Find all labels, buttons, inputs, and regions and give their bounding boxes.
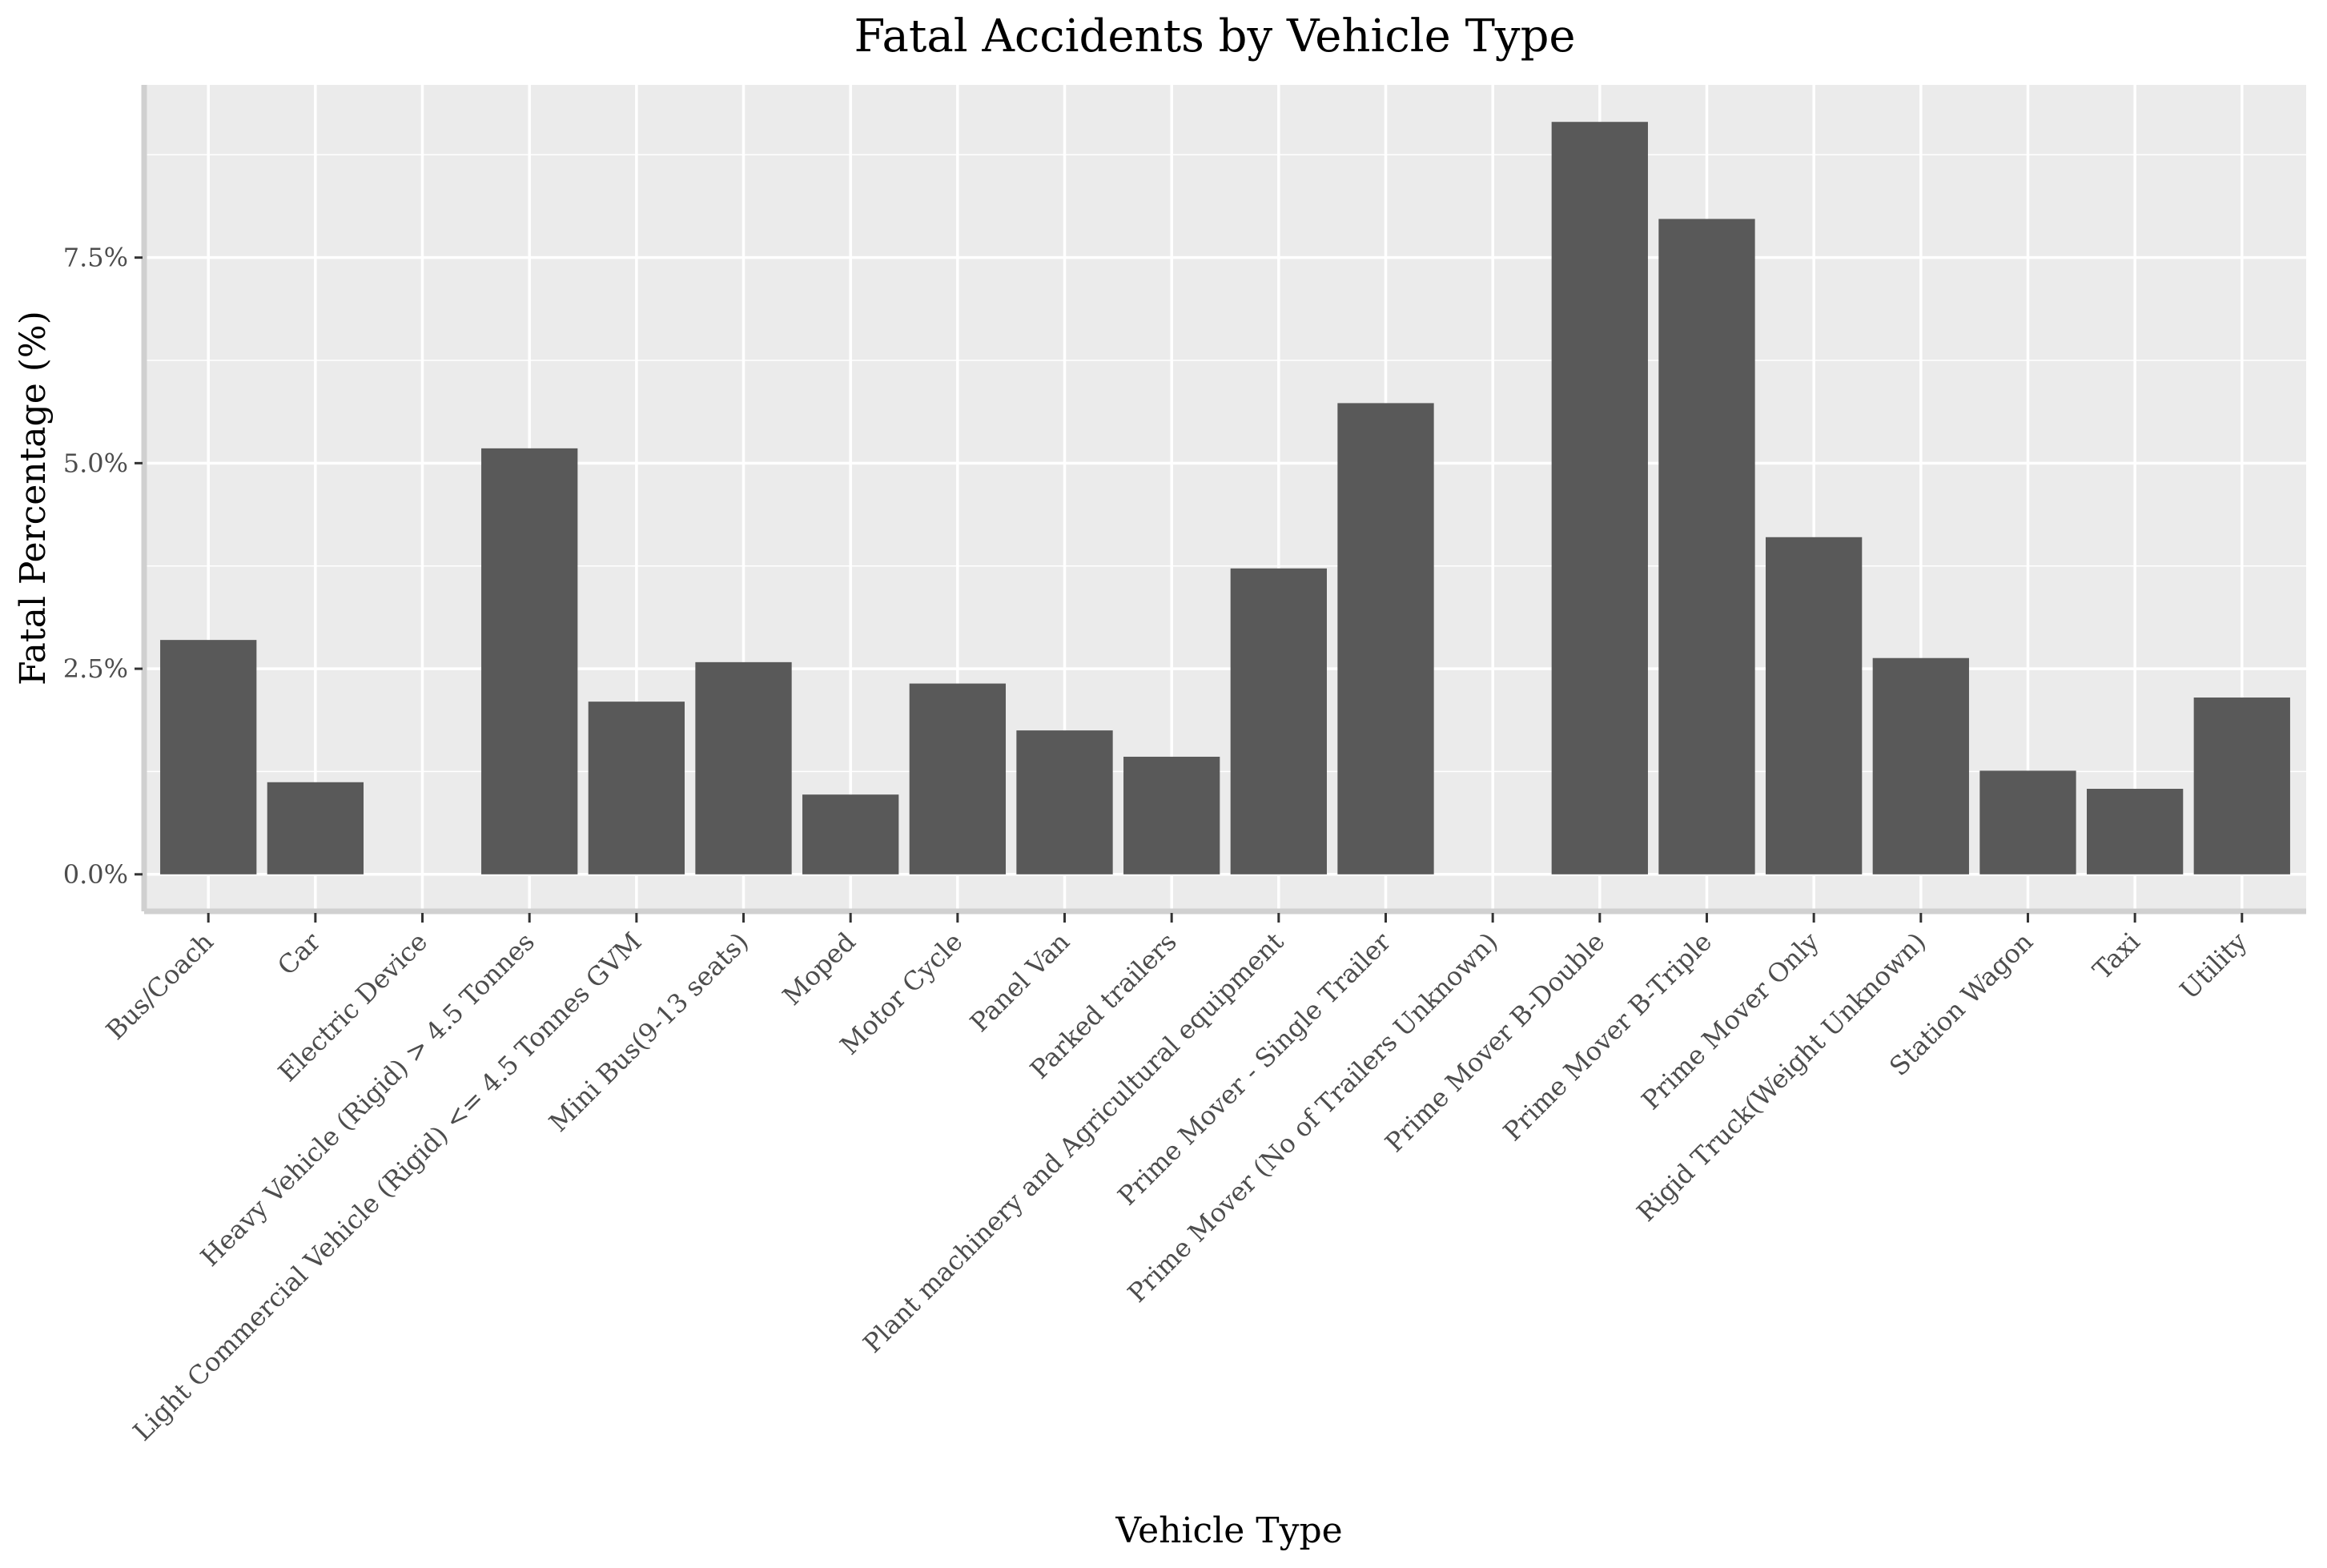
bar bbox=[2193, 698, 2290, 874]
bar bbox=[2086, 788, 2184, 874]
x-axis-title: Vehicle Type bbox=[1115, 1510, 1342, 1551]
x-tick-label: Prime Mover Only bbox=[1635, 927, 1824, 1116]
y-tick-label: 5.0% bbox=[63, 448, 128, 478]
bar bbox=[909, 683, 1006, 874]
x-tick-label: Prime Mover B-Double bbox=[1379, 927, 1610, 1158]
x-tick-label: Utility bbox=[2174, 927, 2253, 1006]
x-tick-label: Prime Mover (No of Trailers Unknown) bbox=[1122, 927, 1504, 1309]
bar bbox=[1766, 537, 1863, 874]
y-tick-label: 0.0% bbox=[63, 859, 128, 890]
bar bbox=[160, 640, 257, 874]
x-tick-label: Mini Bus(9-13 seats) bbox=[543, 927, 754, 1138]
bar bbox=[588, 702, 685, 874]
x-tick-label: Taxi bbox=[2087, 927, 2146, 986]
bar bbox=[695, 661, 792, 874]
x-tick-label: Moped bbox=[777, 927, 862, 1011]
bar bbox=[802, 794, 899, 874]
y-axis-ticks: 0.0% 2.5% 5.0% 7.5% bbox=[63, 243, 143, 890]
y-tick-label: 7.5% bbox=[63, 243, 128, 273]
bar bbox=[1016, 730, 1113, 874]
bar bbox=[267, 782, 364, 874]
x-tick-label: Prime Mover B-Triple bbox=[1497, 927, 1718, 1147]
bar bbox=[1658, 219, 1755, 874]
bar bbox=[1123, 756, 1220, 874]
x-tick-label: Bus/Coach bbox=[100, 927, 219, 1046]
x-tick-label: Light Commercial Vehicle (Rigid) <= 4.5 … bbox=[127, 927, 648, 1447]
y-tick-label: 2.5% bbox=[63, 653, 128, 684]
bar bbox=[1872, 657, 1969, 874]
bar bbox=[1337, 403, 1434, 874]
x-tick-label: Panel Van bbox=[964, 927, 1075, 1038]
bar bbox=[481, 448, 578, 874]
bar bbox=[1979, 770, 2076, 874]
bar bbox=[1551, 122, 1648, 874]
chart-title: Fatal Accidents by Vehicle Type bbox=[854, 10, 1575, 62]
y-axis-title: Fatal Percentage (%) bbox=[13, 311, 54, 685]
bar bbox=[1230, 568, 1327, 874]
x-tick-label: Car bbox=[271, 926, 327, 981]
bars bbox=[160, 122, 2290, 874]
